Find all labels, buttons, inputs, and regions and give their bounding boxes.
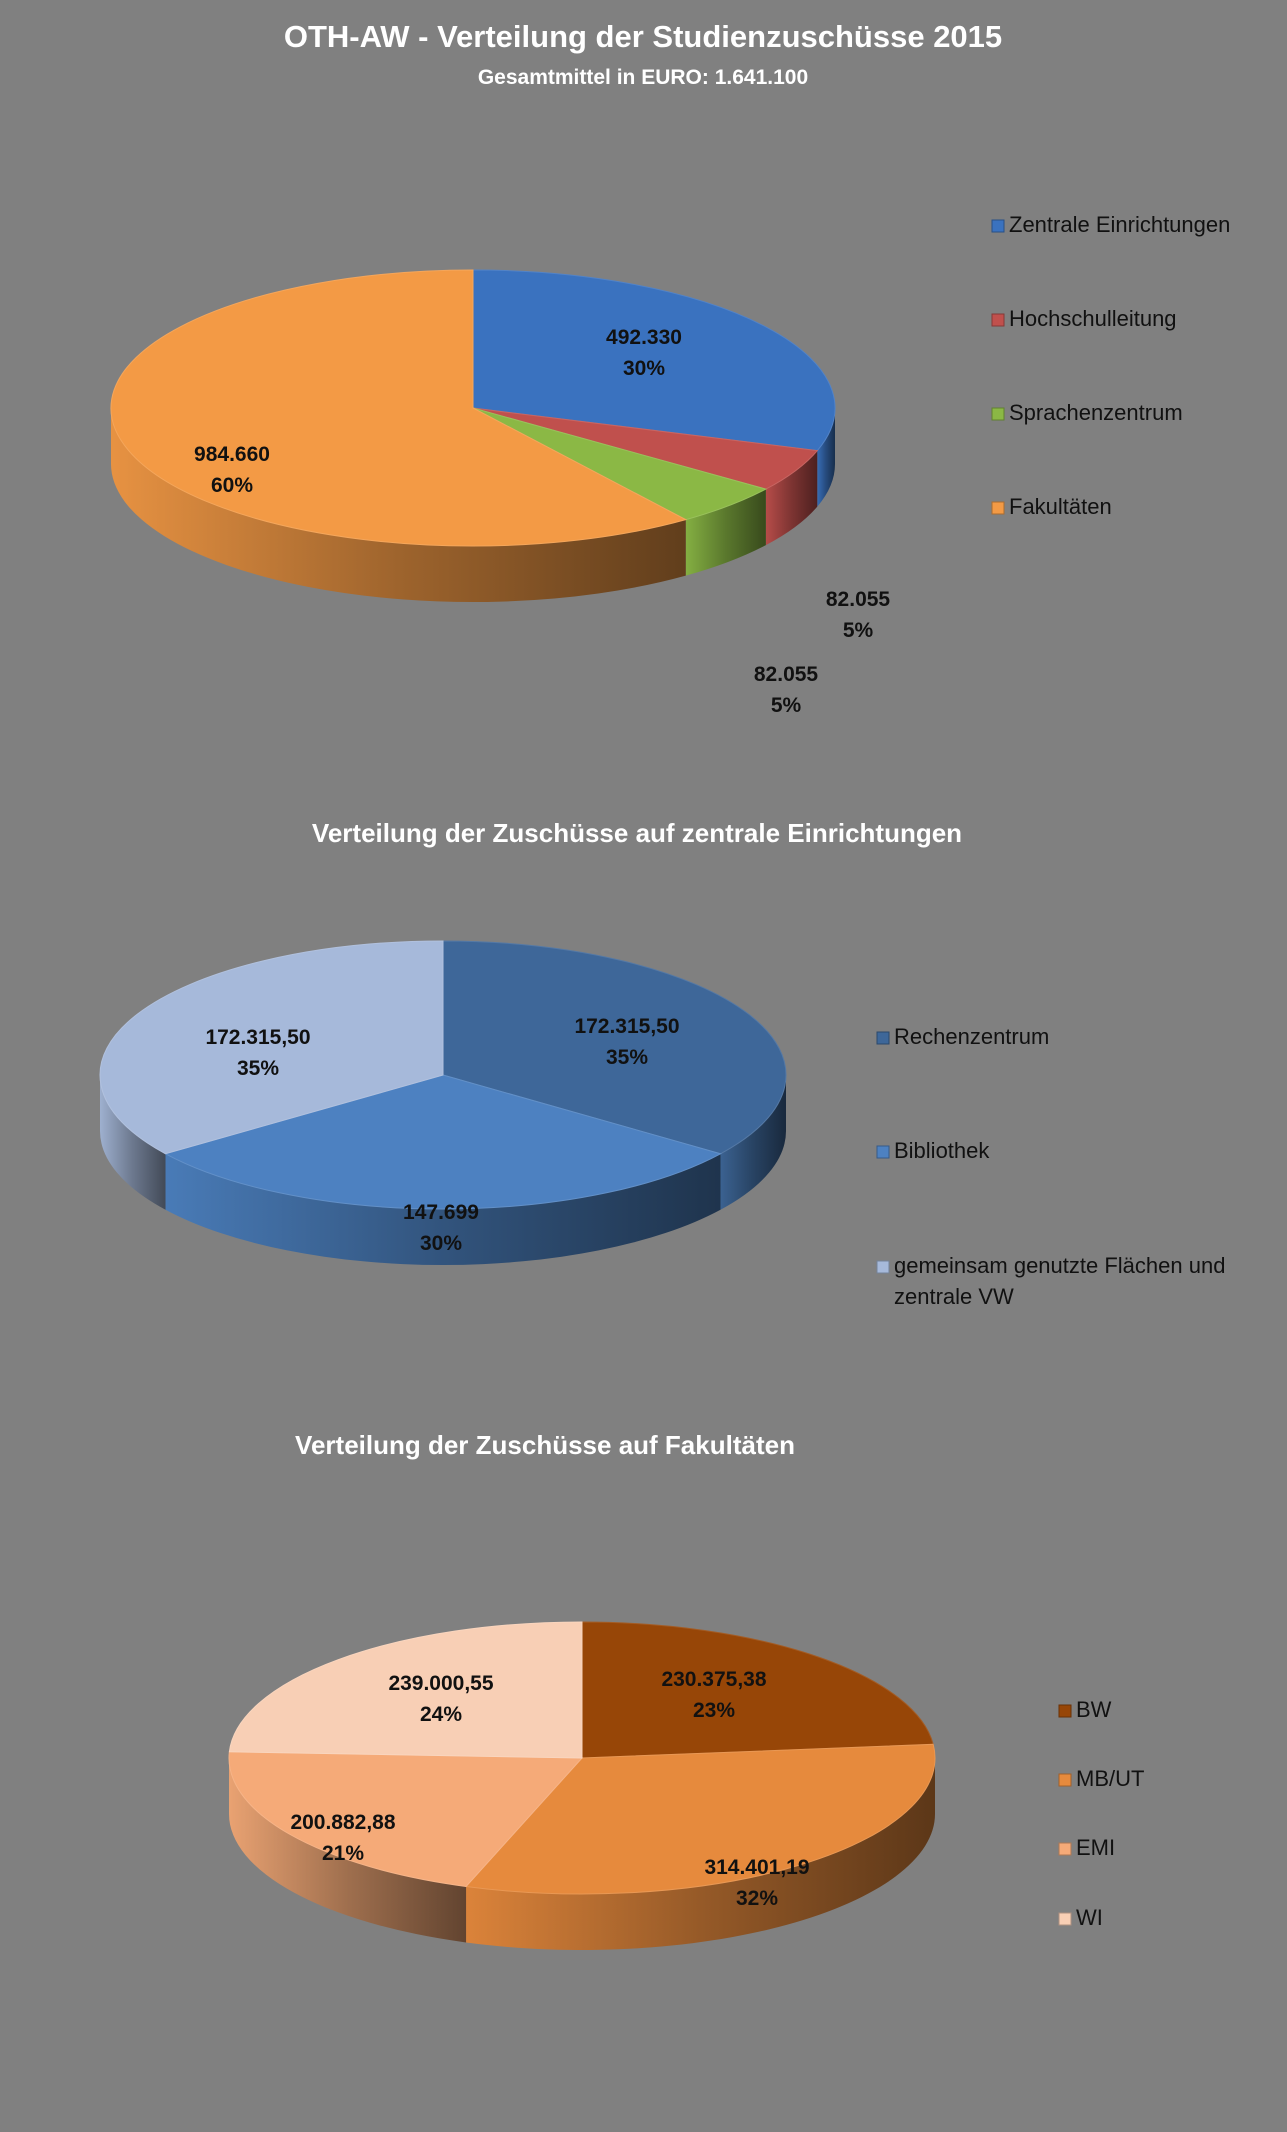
legend-swatch bbox=[1058, 1773, 1072, 1787]
main-subtitle: Gesamtmittel in EURO: 1.641.100 bbox=[478, 66, 808, 89]
legend-label: gemeinsam genutzte Flächen und zentrale V… bbox=[894, 1253, 1225, 1309]
pie-chart-2: 172.315,50 35% 147.699 30% 172.315,50 35% Rech… bbox=[99, 940, 1225, 1309]
legend-label: Hochschulleitung bbox=[1009, 306, 1177, 331]
pie-slice-bw bbox=[581, 1621, 934, 1759]
legend-swatch bbox=[1058, 1842, 1072, 1856]
slice-data-label: 492.330 30% bbox=[606, 326, 682, 380]
slice-data-label: 172.315,50 35% bbox=[205, 1026, 310, 1080]
legend-swatch bbox=[991, 407, 1005, 421]
legend-label: Rechenzentrum bbox=[894, 1024, 1049, 1049]
legend-swatch bbox=[991, 219, 1005, 233]
legend-label: BW bbox=[1076, 1697, 1112, 1722]
pie-side-wall bbox=[229, 1758, 467, 1943]
slice-data-label: 230.375,38 23% bbox=[661, 1668, 766, 1722]
legend-label: Fakultäten bbox=[1009, 494, 1112, 519]
legend-label: MB/UT bbox=[1076, 1766, 1144, 1791]
legend-swatch bbox=[876, 1260, 890, 1274]
slice-data-label: 172.315,50 35% bbox=[574, 1015, 679, 1069]
pie-side-wall bbox=[111, 408, 686, 602]
pie-chart-1: 492.330 30% 82.055 5%82.055 5% 984.660 60% Zent… bbox=[110, 212, 1230, 717]
legend-swatch bbox=[1058, 1912, 1072, 1926]
legend-label: Bibliothek bbox=[894, 1138, 990, 1163]
pie-slice-zentrale-einrichtungen bbox=[472, 269, 836, 452]
legend-swatch bbox=[991, 501, 1005, 515]
pie-side-wall bbox=[720, 1075, 786, 1210]
pie-side-wall bbox=[817, 408, 835, 507]
slice-data-label: 200.882,88 21% bbox=[290, 1811, 395, 1865]
legend-swatch bbox=[1058, 1704, 1072, 1718]
legend-label: EMI bbox=[1076, 1835, 1115, 1860]
legend-label: WI bbox=[1076, 1905, 1103, 1930]
slice-data-label: 147.699 30% bbox=[403, 1201, 479, 1255]
chart-3-title: Verteilung der Zuschüsse auf Fakultäten bbox=[295, 1430, 795, 1460]
slice-data-label: 314.401,19 32% bbox=[704, 1856, 809, 1910]
legend-label: Zentrale Einrichtungen bbox=[1009, 212, 1230, 237]
pie-side-wall bbox=[765, 450, 818, 546]
legend-swatch bbox=[991, 313, 1005, 327]
chart-2-title: Verteilung der Zuschüsse auf zentrale Ei… bbox=[312, 818, 962, 848]
legend-swatch bbox=[876, 1145, 890, 1159]
pie-slice-wi bbox=[228, 1621, 583, 1759]
pie-chart-3: 230.375,38 23% 314.401,19 32% 200.882,88 21% 2… bbox=[228, 1621, 1144, 1950]
pie-side-wall bbox=[100, 1075, 166, 1210]
pie-slice-emi bbox=[228, 1751, 584, 1887]
legend-swatch bbox=[876, 1031, 890, 1045]
pie-slice-bibliothek bbox=[164, 1074, 722, 1210]
slice-data-label: 984.660 60% bbox=[194, 443, 270, 497]
pie-slice-gemeinsam-genutzte-fl-chen-und-zentrale-vw bbox=[99, 940, 444, 1155]
legend-label: Sprachenzentrum bbox=[1009, 400, 1183, 425]
slice-data-label: 82.055 5% bbox=[826, 588, 891, 642]
pie-slice-fakult-ten bbox=[110, 269, 688, 547]
pie-side-wall bbox=[466, 1758, 935, 1950]
slice-data-label: 82.055 5% bbox=[754, 663, 819, 717]
pie-side-wall bbox=[685, 489, 766, 576]
main-title: OTH-AW - Verteilung der Studienzuschüsse… bbox=[284, 19, 1002, 54]
slice-data-label: 239.000,55 24% bbox=[388, 1672, 493, 1726]
pie-slice-rechenzentrum bbox=[442, 940, 787, 1155]
pie-slice-mb-ut bbox=[465, 1743, 936, 1895]
